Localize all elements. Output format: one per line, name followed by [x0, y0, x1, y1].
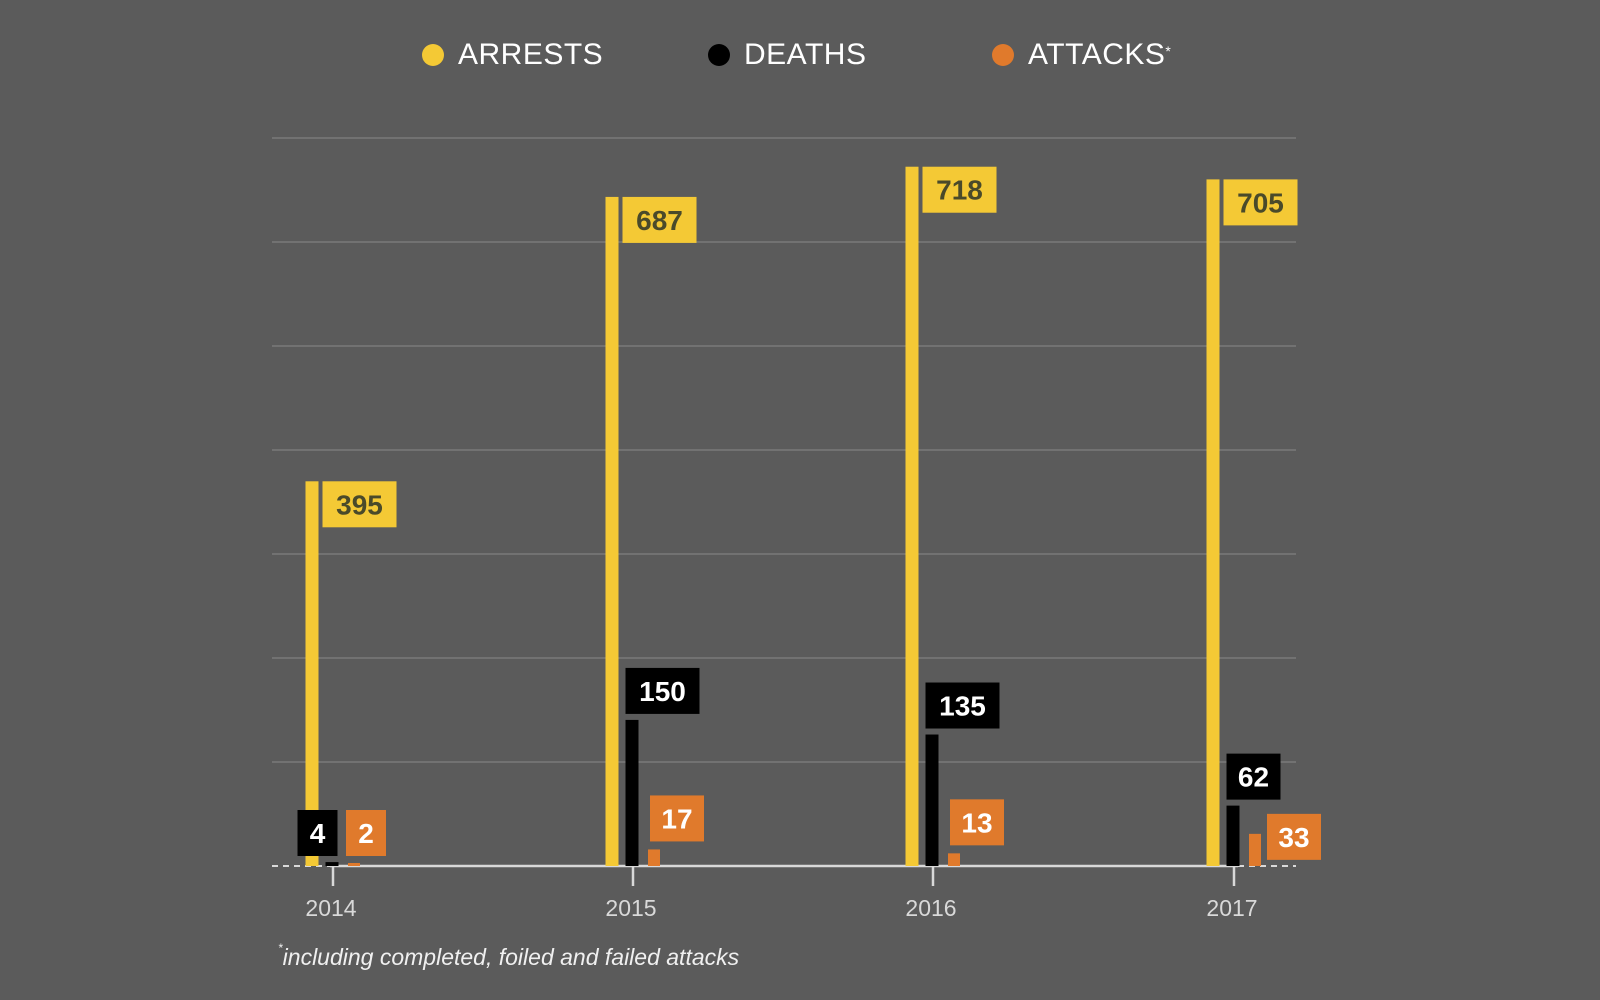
value-label-arrests: 395	[336, 489, 383, 520]
legend-label-attacks: ATTACKS	[1028, 38, 1166, 71]
value-label-arrests: 687	[636, 205, 683, 236]
bar-attacks	[348, 863, 360, 866]
bar-attacks	[948, 853, 960, 866]
footnote: *including completed, foiled and failed …	[278, 941, 740, 971]
legend: ARRESTS DEATHS ATTACKS *	[0, 30, 1600, 86]
value-label-box-arrests	[322, 481, 397, 528]
legend-item-attacks: ATTACKS *	[992, 38, 1171, 72]
legend-dot-attacks-icon	[992, 44, 1014, 66]
x-tick-label: 2016	[905, 895, 956, 921]
value-label-box-deaths	[1226, 753, 1281, 800]
bar-deaths	[1226, 805, 1240, 866]
value-label-attacks: 2	[358, 818, 374, 849]
x-tick-label: 2014	[305, 895, 356, 921]
bar-attacks	[1249, 833, 1261, 866]
value-label-box-attacks	[346, 810, 386, 856]
value-label-deaths: 150	[639, 676, 686, 707]
legend-label-deaths: DEATHS	[744, 38, 867, 71]
value-label-box-attacks	[950, 799, 1004, 846]
value-label-box-arrests	[922, 166, 997, 213]
value-label-box-attacks	[1267, 813, 1321, 860]
bar-attacks	[648, 849, 660, 866]
value-label-arrests: 718	[936, 175, 983, 206]
value-label-box-deaths	[297, 810, 338, 856]
value-label-box-arrests	[1223, 179, 1298, 226]
x-tick-label: 2015	[605, 895, 656, 921]
legend-dot-deaths-icon	[708, 44, 730, 66]
value-label-box-deaths	[625, 667, 700, 714]
value-label-box-deaths	[925, 682, 1000, 729]
legend-item-deaths: DEATHS	[708, 38, 866, 72]
value-label-deaths: 135	[939, 691, 986, 722]
value-label-deaths: 62	[1238, 762, 1269, 793]
footnote-marker: *	[278, 941, 283, 956]
value-label-box-attacks	[650, 795, 704, 842]
value-label-deaths: 4	[310, 818, 326, 849]
bar-arrests	[905, 166, 919, 866]
bar-arrests	[305, 481, 319, 866]
value-label-attacks: 33	[1278, 822, 1309, 853]
bar-arrests	[605, 196, 619, 867]
legend-label-arrests: ARRESTS	[458, 38, 604, 71]
legend-item-arrests: ARRESTS	[422, 38, 603, 72]
value-label-box-arrests	[622, 196, 697, 243]
legend-dot-arrests-icon	[422, 44, 444, 66]
value-label-arrests: 705	[1237, 187, 1284, 218]
legend-asterisk: *	[1165, 43, 1172, 59]
value-label-attacks: 13	[961, 807, 992, 838]
bar-deaths	[925, 734, 939, 866]
bar-deaths	[325, 862, 339, 866]
bar-deaths	[625, 719, 639, 866]
bar-arrests	[1206, 179, 1220, 867]
x-tick-label: 2017	[1206, 895, 1257, 921]
value-label-attacks: 17	[661, 803, 692, 834]
footnote-text: including completed, foiled and failed a…	[282, 944, 740, 970]
